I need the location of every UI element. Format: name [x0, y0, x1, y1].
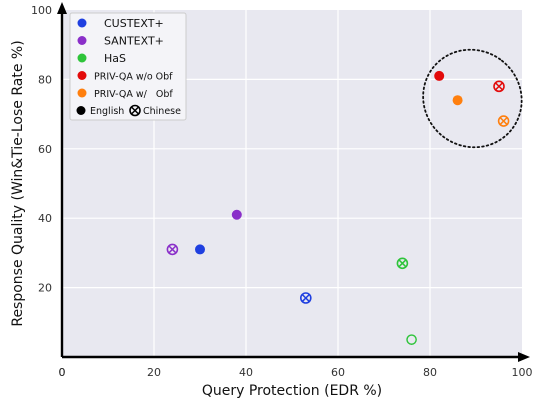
- point-santext--english: [231, 209, 242, 220]
- legend-marker-english: [76, 106, 86, 115]
- data-points: [166, 70, 510, 345]
- y-tick-label-60: 60: [38, 143, 52, 156]
- point-has-english: [406, 334, 417, 345]
- x-tick-label-20: 20: [147, 366, 161, 379]
- x-tick-label-origin: 0: [59, 366, 66, 379]
- legend: CUSTEXT+ SANTEXT+ HaS PRIV-QA w/o Obf PRIV-Q…: [69, 12, 187, 121]
- point-priv-qa-w-o-obf-chinese-cross-b: [495, 82, 503, 91]
- x-axis-arrow: [518, 352, 530, 362]
- legend-label-english: English: [90, 106, 124, 117]
- point-custext--chinese: [299, 292, 312, 304]
- point-has-chinese: [396, 257, 409, 270]
- point-has-chinese-ring: [396, 257, 409, 270]
- point-santext--chinese: [166, 243, 179, 256]
- point-has-chinese-cross-b: [398, 259, 407, 268]
- legend-label-chinese: Chinese: [143, 106, 181, 117]
- legend-label-3: PRIV-QA w/o Obf: [94, 72, 173, 83]
- legend-marker-4: [77, 88, 87, 98]
- y-tick-label-40: 40: [38, 212, 52, 225]
- point-priv-qa-w-o-obf-english: [434, 70, 445, 81]
- legend-marker-0: [77, 18, 87, 28]
- point-santext--chinese-cross-b: [168, 245, 177, 254]
- point-priv-qa-w-o-obf-chinese: [493, 80, 505, 93]
- point-santext--chinese-ring: [166, 243, 179, 256]
- legend-marker-2: [77, 53, 87, 63]
- highlight-ellipse: [422, 48, 523, 149]
- x-tick-label-80: 80: [423, 366, 437, 379]
- x-tick-label-100: 100: [512, 366, 533, 379]
- point-custext--chinese-cross-b: [301, 294, 310, 302]
- point-priv-qa-w-o-obf-chinese-ring: [493, 80, 505, 93]
- point-priv-qa-w-obf-english: [452, 95, 463, 106]
- point-priv-qa-w-obf-chinese: [497, 115, 510, 127]
- point-custext--english: [195, 244, 205, 255]
- legend-marker-chinese-ring: [129, 104, 141, 117]
- y-axis-arrow: [57, 2, 67, 14]
- legend-label-1: SANTEXT+: [104, 35, 164, 48]
- legend-marker-1: [77, 36, 87, 45]
- legend-box: [69, 12, 187, 121]
- axes: [57, 2, 530, 362]
- x-tick-label-0: 0: [59, 366, 66, 379]
- point-custext--chinese-ring: [299, 292, 312, 304]
- legend-marker-3: [77, 71, 87, 80]
- y-tick-label-100: 100: [31, 4, 52, 17]
- point-priv-qa-w-obf-chinese-ring: [497, 115, 510, 127]
- legend-label-4: PRIV-QA w/ Obf: [94, 89, 173, 100]
- y-axis-title: Response Quality (Win&Tie-Lose Rate %): [10, 40, 26, 326]
- legend-label-0: CUSTEXT+: [104, 17, 164, 30]
- y-tick-label-20: 20: [38, 282, 52, 295]
- x-tick-label-40: 40: [239, 366, 253, 379]
- legend-marker-chinese: [129, 104, 141, 117]
- legend-marker-chinese-cross-b: [131, 106, 139, 115]
- point-priv-qa-w-obf-chinese-cross-b: [499, 117, 508, 125]
- x-tick-label-60: 60: [331, 366, 345, 379]
- x-axis-title: Query Protection (EDR %): [202, 383, 382, 399]
- legend-label-2: HaS: [104, 52, 126, 65]
- y-tick-label-80: 80: [38, 73, 52, 86]
